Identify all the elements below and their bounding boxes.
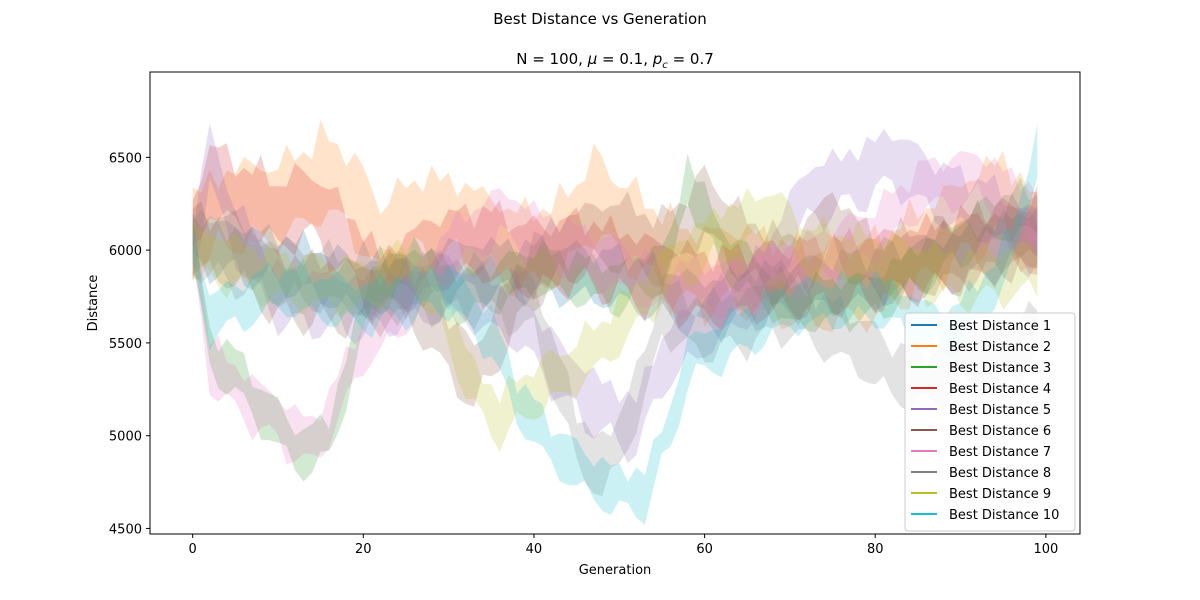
legend-label-6: Best Distance 6 [949,424,1051,439]
band-series-6 [192,164,1038,407]
band-series-8 [192,209,1038,497]
legend-label-3: Best Distance 3 [949,361,1051,376]
band-series-9 [192,188,1038,452]
title-mu-value: = 0.1, [597,50,653,68]
x-tick-label: 0 [189,542,197,557]
y-tick-label: 6000 [109,244,142,259]
title-mu-symbol: μ [587,50,598,68]
legend-label-10: Best Distance 10 [949,508,1059,523]
x-tick-label: 60 [696,542,713,557]
x-tick-label: 100 [1033,542,1058,557]
y-tick-label: 5500 [109,337,142,352]
x-axis-label: Generation [579,563,652,578]
title-n-part: N = 100, [516,50,588,68]
y-tick-label: 6500 [109,151,142,166]
band-series-7 [192,151,1038,465]
plot-frame [149,71,1081,535]
x-tick-label: 20 [355,542,372,557]
legend-label-9: Best Distance 9 [949,487,1051,502]
series-bands [192,119,1038,525]
x-axis-ticks: 0 20 40 60 80 100 [189,534,1058,557]
legend: Best Distance 1 Best Distance 2 Best Dista… [904,312,1076,532]
band-series-2 [192,119,1038,333]
band-series-4 [192,143,1038,331]
chart-suptitle: Best Distance vs Generation [493,10,706,28]
legend-label-5: Best Distance 5 [949,403,1051,418]
band-series-5 [192,123,1038,464]
x-tick-label: 40 [526,542,543,557]
legend-label-4: Best Distance 4 [949,382,1051,397]
band-series-10 [192,122,1038,525]
legend-label-8: Best Distance 8 [949,466,1051,481]
y-axis-ticks: 4500 5000 5500 6000 6500 [109,151,150,537]
legend-label-2: Best Distance 2 [949,340,1051,355]
x-tick-label: 80 [867,542,884,557]
band-series-3 [192,153,1038,482]
band-series-1 [192,205,1038,344]
legend-box [904,312,1076,532]
title-pc-value: = 0.7 [668,50,714,68]
title-pc-subscript: c [662,60,668,71]
legend-label-7: Best Distance 7 [949,445,1051,460]
legend-label-1: Best Distance 1 [949,319,1051,334]
title-pc-symbol: p [652,50,663,68]
y-tick-label: 5000 [109,430,142,445]
y-tick-label: 4500 [109,522,142,537]
y-axis-label: Distance [86,275,101,332]
chart-title: N = 100, μ = 0.1, pc = 0.7 [516,50,714,71]
